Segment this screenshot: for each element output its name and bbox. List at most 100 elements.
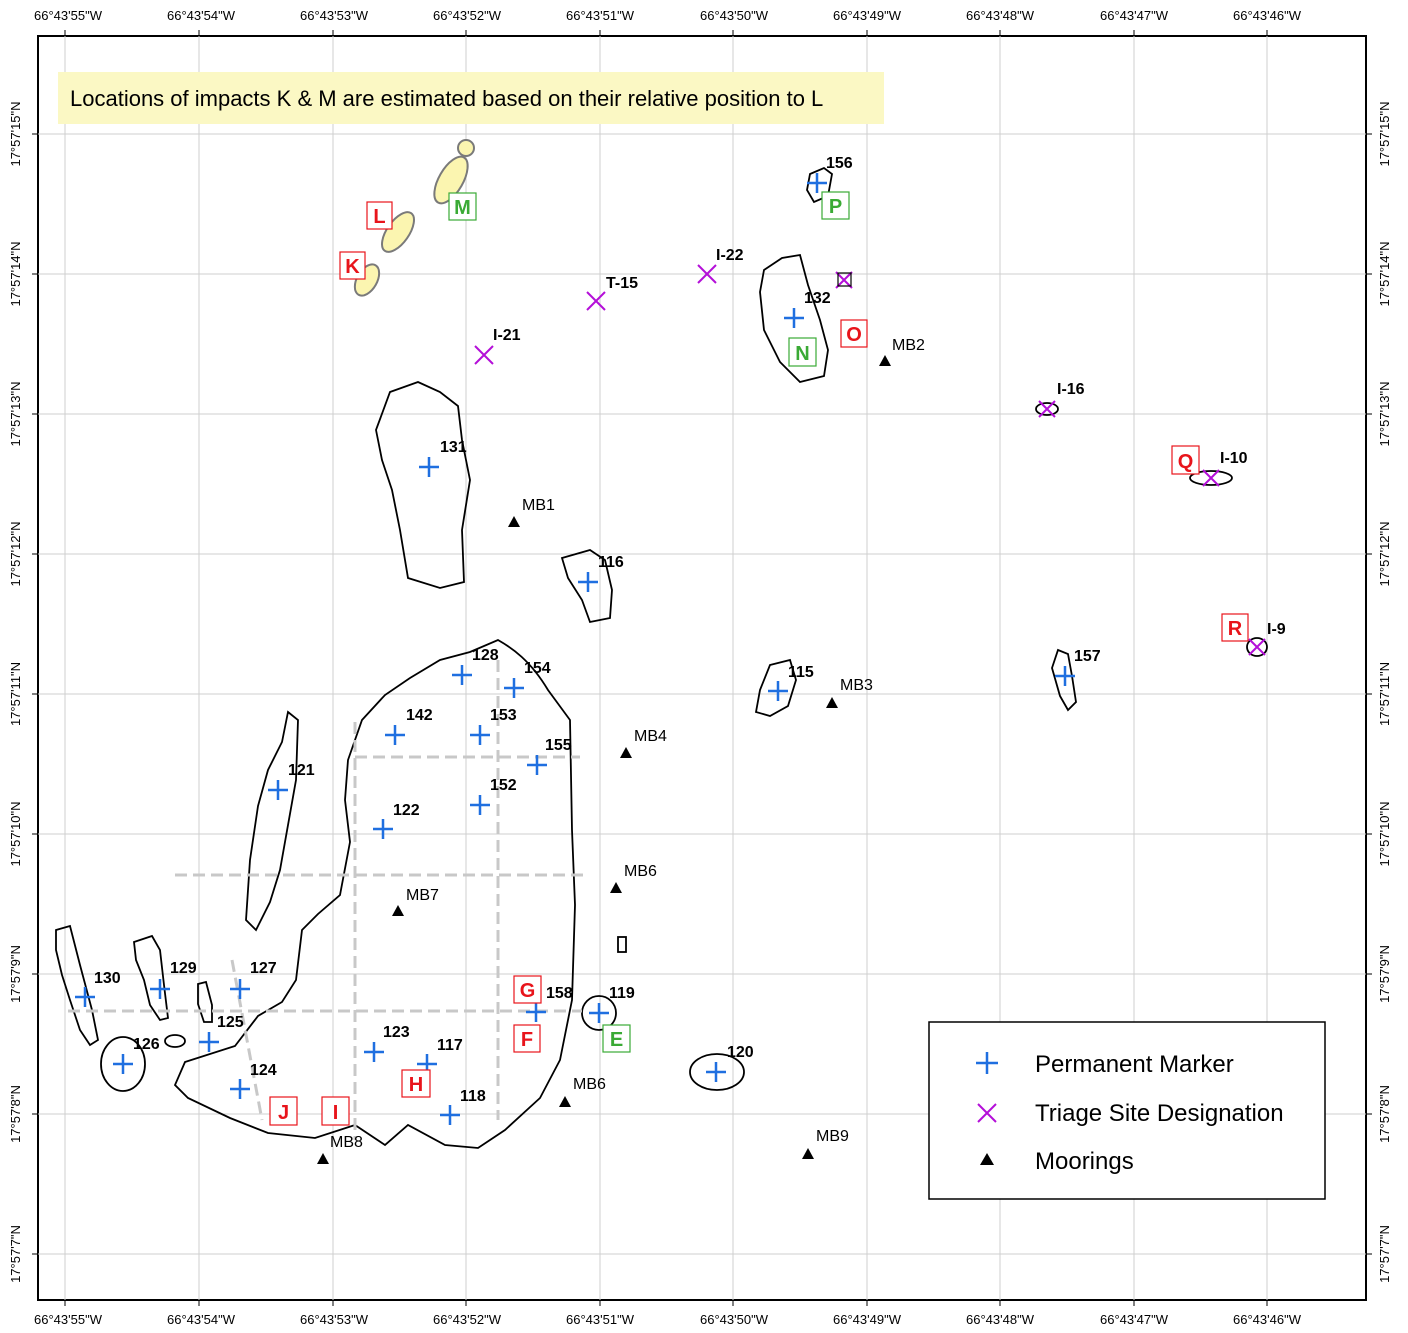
impact-box-q (1171, 445, 1200, 475)
mooring-label: MB3 (840, 677, 873, 694)
lon-label: 66°43'51"W (566, 8, 635, 23)
lon-labels-top: 66°43'55"W 66°43'54"W 66°43'53"W 66°43'5… (34, 8, 1302, 23)
impact-label-n: N (795, 343, 809, 365)
lat-label: 17°57'13"N (1377, 381, 1392, 446)
mooring-mb1 (508, 516, 520, 527)
lat-label: 17°57'8"N (8, 1085, 23, 1143)
impact-label-p: P (829, 196, 842, 218)
reef-131 (375, 381, 471, 589)
lon-label: 66°43'46"W (1233, 8, 1302, 23)
marker-label: 124 (250, 1062, 277, 1079)
marker-label: 117 (437, 1037, 463, 1054)
lon-label: 66°43'50"W (700, 1312, 769, 1327)
lat-labels-right: 17°57'15"N 17°57'14"N 17°57'13"N 17°57'1… (1377, 101, 1392, 1282)
mooring-mb4 (620, 747, 632, 758)
reef-130 (55, 924, 100, 1047)
lon-label: 66°43'55"W (34, 8, 103, 23)
mooring-label: MB4 (634, 728, 667, 745)
marker-cross-129 (150, 979, 170, 999)
lon-label: 66°43'52"W (433, 8, 502, 23)
mooring-label: MB8 (330, 1134, 363, 1151)
impact-label-m: M (454, 197, 471, 219)
impact-box-j (269, 1096, 298, 1126)
impact-area-m (433, 155, 469, 205)
lon-label: 66°43'54"W (167, 1312, 236, 1327)
lon-label: 66°43'49"W (833, 8, 902, 23)
lat-label: 17°57'12"N (1377, 521, 1392, 586)
mooring-mb6-lower (559, 1096, 571, 1107)
marker-label: 128 (472, 647, 499, 664)
marker-cross-118 (440, 1105, 460, 1125)
moorings (317, 355, 891, 1164)
reef-120 (689, 1053, 745, 1091)
marker-cross-132 (784, 308, 804, 328)
marker-label: 122 (393, 802, 420, 819)
triage-mark-i22 (697, 264, 717, 284)
marker-label: 130 (94, 970, 121, 987)
mooring-mb8 (317, 1153, 329, 1164)
impact-label-g: G (520, 980, 536, 1002)
mooring-label: MB9 (816, 1128, 849, 1145)
lon-label: 66°43'51"W (566, 1312, 635, 1327)
marker-label: 152 (490, 777, 517, 794)
marker-label: 116 (598, 554, 624, 571)
impact-box-k (339, 251, 366, 280)
legend-marker-icon (976, 1052, 998, 1074)
triage-sites (474, 264, 1266, 656)
lat-label: 17°57'7"N (8, 1225, 23, 1283)
mooring-mb6-upper (610, 882, 622, 893)
marker-cross-123 (364, 1042, 384, 1062)
impact-label-q: Q (1178, 451, 1194, 473)
lon-label: 66°43'47"W (1100, 1312, 1169, 1327)
impact-label-h: H (409, 1074, 423, 1096)
reef-126 (100, 1036, 146, 1092)
triage-mark-t15 (586, 291, 606, 311)
lon-label: 66°43'54"W (167, 8, 236, 23)
mooring-label: MB6 (624, 863, 657, 880)
marker-cross-125 (199, 1032, 219, 1052)
mooring-mb2 (879, 355, 891, 366)
impact-label-o: O (846, 324, 862, 346)
triage-label: I-16 (1057, 381, 1085, 398)
marker-cross-124 (230, 1079, 250, 1099)
lon-label: 66°43'48"W (966, 8, 1035, 23)
reef-116 (560, 549, 613, 624)
impact-label-l: L (373, 206, 385, 228)
mooring-label: MB6 (573, 1076, 606, 1093)
impact-box-g (513, 975, 542, 1004)
marker-label: 132 (804, 290, 831, 307)
marker-cross-154 (504, 678, 524, 698)
triage-mark-i9 (1248, 638, 1266, 656)
impact-boxes-green: M P N E (448, 191, 850, 1053)
marker-cross-127 (230, 979, 250, 999)
permanent-markers (75, 173, 1075, 1125)
marker-label: 118 (460, 1088, 486, 1105)
reef-121 (245, 710, 299, 932)
impact-box-o (840, 319, 868, 348)
impact-label-e: E (610, 1029, 623, 1051)
lon-label: 66°43'47"W (1100, 8, 1169, 23)
impact-label-r: R (1228, 618, 1243, 640)
lat-label: 17°57'14"N (1377, 241, 1392, 306)
lat-label: 17°57'11"N (1377, 662, 1392, 726)
triage-mark-i10 (1202, 469, 1220, 487)
marker-label: 119 (609, 985, 635, 1002)
legend-marker-label: Permanent Marker (1035, 1051, 1234, 1078)
marker-label: 121 (288, 762, 315, 779)
triage-mark-o (835, 271, 853, 289)
lat-label: 17°57'10"N (8, 801, 23, 866)
marker-label: 120 (727, 1044, 754, 1061)
reef-132 (759, 253, 829, 383)
marker-label: 127 (250, 960, 277, 977)
triage-mark-i21 (474, 345, 494, 365)
marker-cross-131 (419, 457, 439, 477)
impact-label-j: J (278, 1102, 289, 1124)
lat-label: 17°57'8"N (1377, 1085, 1392, 1143)
legend-mooring-label: Moorings (1035, 1148, 1134, 1175)
marker-label: 123 (383, 1024, 410, 1041)
reef-i16 (1035, 402, 1059, 416)
lat-label: 17°57'15"N (1377, 101, 1392, 166)
legend: Permanent Marker Triage Site Designation… (928, 1021, 1326, 1200)
triage-label: I-10 (1220, 450, 1248, 467)
triage-mark-i16 (1038, 400, 1056, 418)
